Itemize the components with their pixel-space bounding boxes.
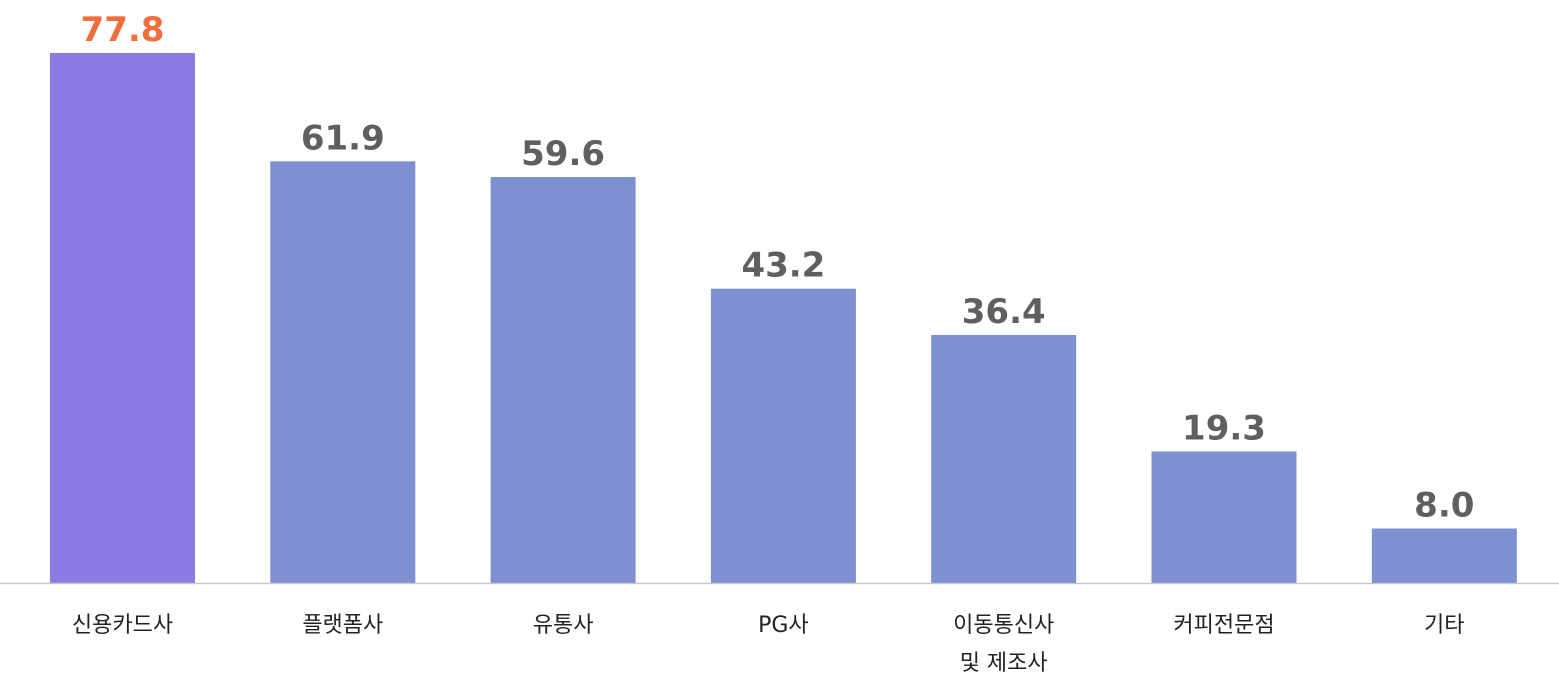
category-label-1: 신용카드사 — [72, 613, 173, 638]
bars-group — [50, 53, 1517, 584]
bar-3 — [490, 177, 636, 583]
value-label-5: 36.4 — [962, 292, 1046, 332]
category-label-line: 신용카드사 — [72, 613, 173, 638]
category-label-line: 플랫폼사 — [302, 613, 383, 638]
bar-2 — [270, 161, 416, 584]
category-label-3: 유통사 — [533, 613, 594, 638]
value-label-3: 59.6 — [521, 134, 605, 174]
bar-4 — [710, 288, 856, 583]
category-label-2: 플랫폼사 — [302, 613, 383, 638]
category-label-6: 커피전문점 — [1173, 613, 1274, 638]
category-label-line: 유통사 — [533, 613, 594, 638]
category-label-7: 기타 — [1424, 613, 1464, 638]
category-label-line: 기타 — [1424, 613, 1464, 638]
bar-1 — [50, 53, 195, 583]
value-label-1: 77.8 — [81, 10, 165, 50]
bar-6 — [1151, 451, 1297, 583]
value-label-7: 8.0 — [1414, 486, 1474, 526]
value-label-6: 19.3 — [1182, 409, 1266, 449]
category-label-line: 및 제조사 — [960, 651, 1048, 676]
category-label-line: PG사 — [758, 613, 809, 638]
category-label-line: 이동통신사 — [953, 613, 1054, 638]
category-label-4: PG사 — [758, 613, 809, 638]
value-labels-group: 77.8 61.9 59.6 43.2 36.4 19.3 8.0 — [81, 10, 1475, 526]
category-label-line: 커피전문점 — [1173, 613, 1274, 638]
bar-7 — [1371, 528, 1517, 583]
value-label-4: 43.2 — [741, 246, 825, 286]
value-label-2: 61.9 — [301, 118, 385, 158]
bar-5 — [931, 335, 1077, 583]
